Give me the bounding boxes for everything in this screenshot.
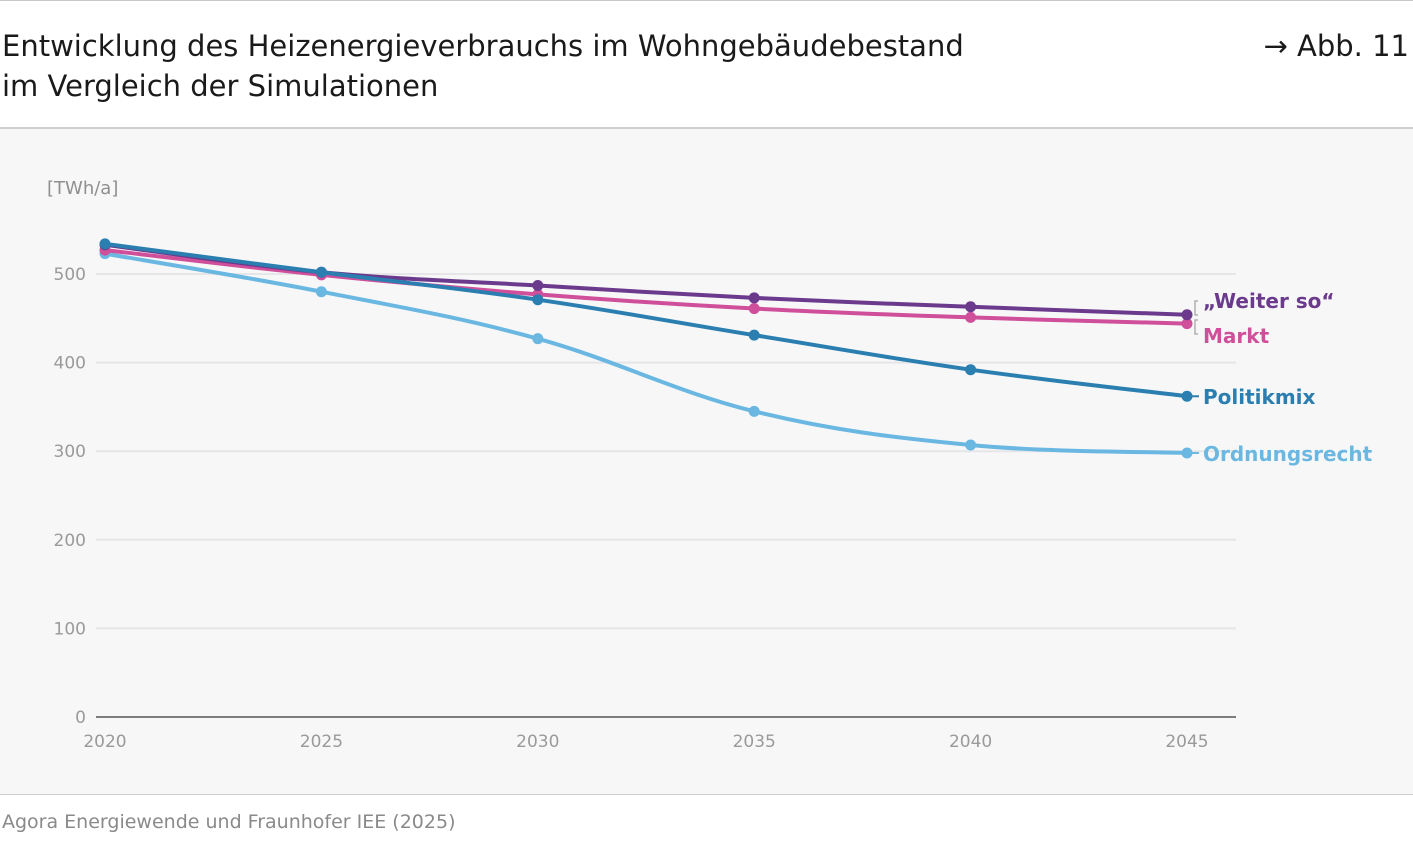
x-tick-label: 2040 — [949, 732, 992, 752]
data-point — [748, 329, 760, 341]
y-tick-label: 400 — [54, 354, 86, 374]
data-point — [748, 405, 760, 417]
x-tick-label: 2030 — [516, 732, 559, 752]
title-line-2: im Vergleich der Simulationen — [2, 69, 439, 103]
data-point — [748, 292, 760, 304]
data-point — [748, 303, 760, 315]
series-line — [103, 248, 1189, 326]
data-point — [99, 238, 111, 250]
x-tick-label: 2035 — [733, 732, 776, 752]
x-tick-label: 2025 — [300, 732, 343, 752]
source-note: Agora Energiewende und Fraunhofer IEE (2… — [2, 811, 456, 833]
data-point — [532, 333, 544, 345]
data-point — [965, 364, 977, 376]
data-point — [1181, 309, 1193, 321]
data-point — [315, 266, 327, 278]
y-tick-label: 500 — [54, 265, 86, 285]
header-rule — [0, 127, 1413, 129]
data-point — [965, 301, 977, 313]
data-point — [965, 311, 977, 323]
x-tick-label: 2020 — [83, 732, 126, 752]
series-line — [103, 251, 1189, 455]
y-tick-label: 0 — [75, 708, 86, 728]
y-tick-label: 300 — [54, 442, 86, 462]
series-end-label: Ordnungsrecht — [1203, 442, 1373, 466]
data-point — [965, 439, 977, 451]
y-tick-label: 200 — [54, 531, 86, 551]
y-tick-label: 100 — [54, 619, 86, 639]
series-end-label: Markt — [1203, 324, 1270, 348]
chart-panel — [0, 129, 1413, 794]
x-tick-label: 2045 — [1165, 732, 1208, 752]
label-bracket — [1194, 300, 1198, 316]
top-rule — [0, 0, 1413, 1]
label-bracket — [1194, 319, 1198, 335]
data-point — [1181, 318, 1193, 330]
title-line-1: Entwicklung des Heizenergieverbrauchs im… — [2, 29, 964, 63]
figure-reference: → Abb. 11 — [1263, 29, 1409, 63]
series-end-label: Politikmix — [1203, 385, 1316, 409]
series-line — [103, 241, 1189, 399]
data-point — [532, 280, 544, 292]
y-axis-unit: [TWh/a] — [47, 178, 118, 199]
series-end-label: „Weiter so“ — [1203, 289, 1335, 313]
data-point — [532, 294, 544, 306]
chart-title: Entwicklung des Heizenergieverbrauchs im… — [2, 26, 1102, 106]
footer-rule — [0, 794, 1413, 795]
data-point — [315, 286, 327, 298]
